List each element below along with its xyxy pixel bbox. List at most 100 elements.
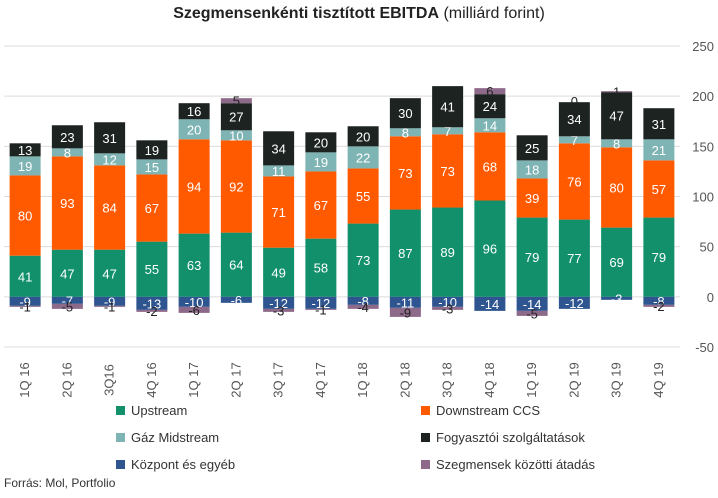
bar-segment bbox=[474, 118, 506, 133]
bar-segment bbox=[389, 209, 421, 297]
data-label: 5 bbox=[233, 94, 240, 109]
data-label: 14 bbox=[483, 118, 497, 133]
bar-segment bbox=[347, 304, 379, 309]
legend-label: Központ és egyéb bbox=[131, 457, 236, 472]
bar-segment bbox=[178, 103, 210, 120]
bar-segment bbox=[643, 217, 675, 297]
bar-segment bbox=[558, 102, 590, 137]
data-label: 7 bbox=[444, 124, 451, 139]
bar-segment bbox=[220, 130, 252, 141]
data-label: -8 bbox=[357, 294, 369, 309]
data-label: 8 bbox=[64, 145, 71, 160]
bar-segment bbox=[558, 143, 590, 220]
bar-segment bbox=[9, 305, 41, 307]
data-label: -13 bbox=[142, 296, 161, 311]
data-label: -14 bbox=[480, 297, 499, 312]
legend-item: Központ és egyéb bbox=[116, 457, 235, 472]
bar-segment bbox=[9, 156, 41, 176]
y-tick-label: 250 bbox=[692, 39, 714, 54]
data-label: 67 bbox=[314, 198, 328, 213]
data-label: 79 bbox=[525, 250, 539, 265]
bar-segment bbox=[94, 305, 126, 307]
y-tick-label: 100 bbox=[692, 190, 714, 205]
data-label: -12 bbox=[565, 296, 584, 311]
data-label: -2 bbox=[146, 304, 158, 319]
bar-segment bbox=[389, 307, 421, 317]
x-tick-label: 4Q 19 bbox=[651, 362, 666, 397]
x-tick-label: 2Q 19 bbox=[566, 362, 581, 397]
bar-segment bbox=[474, 200, 506, 297]
legend-item: Fogyasztói szolgáltatások bbox=[421, 430, 585, 445]
bar-segment bbox=[474, 296, 506, 311]
data-label: 8 bbox=[402, 125, 409, 140]
x-tick-label: 1Q 19 bbox=[524, 362, 539, 397]
data-label: 13 bbox=[18, 143, 32, 158]
bar-segment bbox=[432, 134, 464, 208]
chart-title: Szegmensenkénti tisztított EBITDA (milli… bbox=[173, 5, 545, 22]
bar-segment bbox=[643, 296, 675, 305]
bar-segment bbox=[643, 160, 675, 218]
bar-segment bbox=[389, 136, 421, 210]
bar-segment bbox=[601, 92, 633, 140]
bar-segment bbox=[305, 296, 337, 309]
bar-segment bbox=[305, 132, 337, 153]
data-label: -5 bbox=[526, 306, 538, 321]
data-label: 34 bbox=[567, 112, 581, 127]
data-label: 20 bbox=[356, 129, 370, 144]
bar-segment bbox=[432, 127, 464, 135]
bar-segment bbox=[178, 119, 210, 140]
data-label: 15 bbox=[145, 160, 159, 175]
y-tick-label: 50 bbox=[700, 240, 714, 255]
data-label: 63 bbox=[187, 258, 201, 273]
bar-segment bbox=[601, 227, 633, 297]
data-label: 24 bbox=[483, 99, 497, 114]
x-tick-label: 3Q16 bbox=[102, 364, 117, 396]
data-label: 8 bbox=[613, 136, 620, 151]
data-label: 47 bbox=[609, 109, 623, 124]
legend-label: Gáz Midstream bbox=[131, 430, 220, 445]
data-label: -12 bbox=[269, 296, 288, 311]
data-label: -7 bbox=[62, 293, 74, 308]
legend-label: Upstream bbox=[131, 403, 188, 418]
x-tick-label: 3Q 18 bbox=[440, 362, 455, 397]
data-label: -2 bbox=[653, 299, 665, 314]
bar-segment bbox=[432, 207, 464, 297]
data-label: 11 bbox=[272, 164, 286, 179]
data-label: 41 bbox=[440, 100, 454, 115]
data-label: 49 bbox=[271, 265, 285, 280]
x-tick-label: 4Q 17 bbox=[313, 362, 328, 397]
legend-swatch bbox=[421, 433, 430, 442]
bar-segment bbox=[474, 88, 506, 95]
data-label: -3 bbox=[611, 291, 623, 306]
x-tick-label: 1Q 16 bbox=[17, 362, 32, 397]
data-label: 41 bbox=[18, 269, 32, 284]
bar-segment bbox=[9, 175, 41, 256]
bar-segment bbox=[516, 310, 548, 316]
data-label: -10 bbox=[438, 295, 457, 310]
legend-label: Fogyasztói szolgáltatások bbox=[436, 430, 585, 445]
source-note: Forrás: Mol, Portfolio bbox=[4, 476, 116, 490]
x-tick-label: 2Q 18 bbox=[397, 362, 412, 397]
bar-segment bbox=[9, 255, 41, 297]
y-tick-label: -50 bbox=[695, 340, 714, 355]
data-label: 84 bbox=[102, 201, 116, 216]
bar-segment bbox=[389, 296, 421, 308]
data-label: -1 bbox=[19, 299, 31, 314]
bar-segment bbox=[51, 249, 83, 297]
bar-segment bbox=[51, 148, 83, 157]
data-label: 87 bbox=[398, 246, 412, 261]
data-label: -6 bbox=[231, 293, 243, 308]
y-tick-label: 200 bbox=[692, 89, 714, 104]
bar-segment bbox=[601, 139, 633, 148]
data-label: 73 bbox=[398, 166, 412, 181]
bar-segment bbox=[178, 306, 210, 313]
y-tick-label: 150 bbox=[692, 139, 714, 154]
bar-segment bbox=[516, 296, 548, 311]
x-tick-label: 1Q 18 bbox=[355, 362, 370, 397]
x-tick-label: 4Q 18 bbox=[482, 362, 497, 397]
bar-segment bbox=[305, 152, 337, 172]
bar-segment bbox=[51, 125, 83, 149]
data-label: 93 bbox=[60, 196, 74, 211]
bar-segment bbox=[263, 296, 295, 309]
